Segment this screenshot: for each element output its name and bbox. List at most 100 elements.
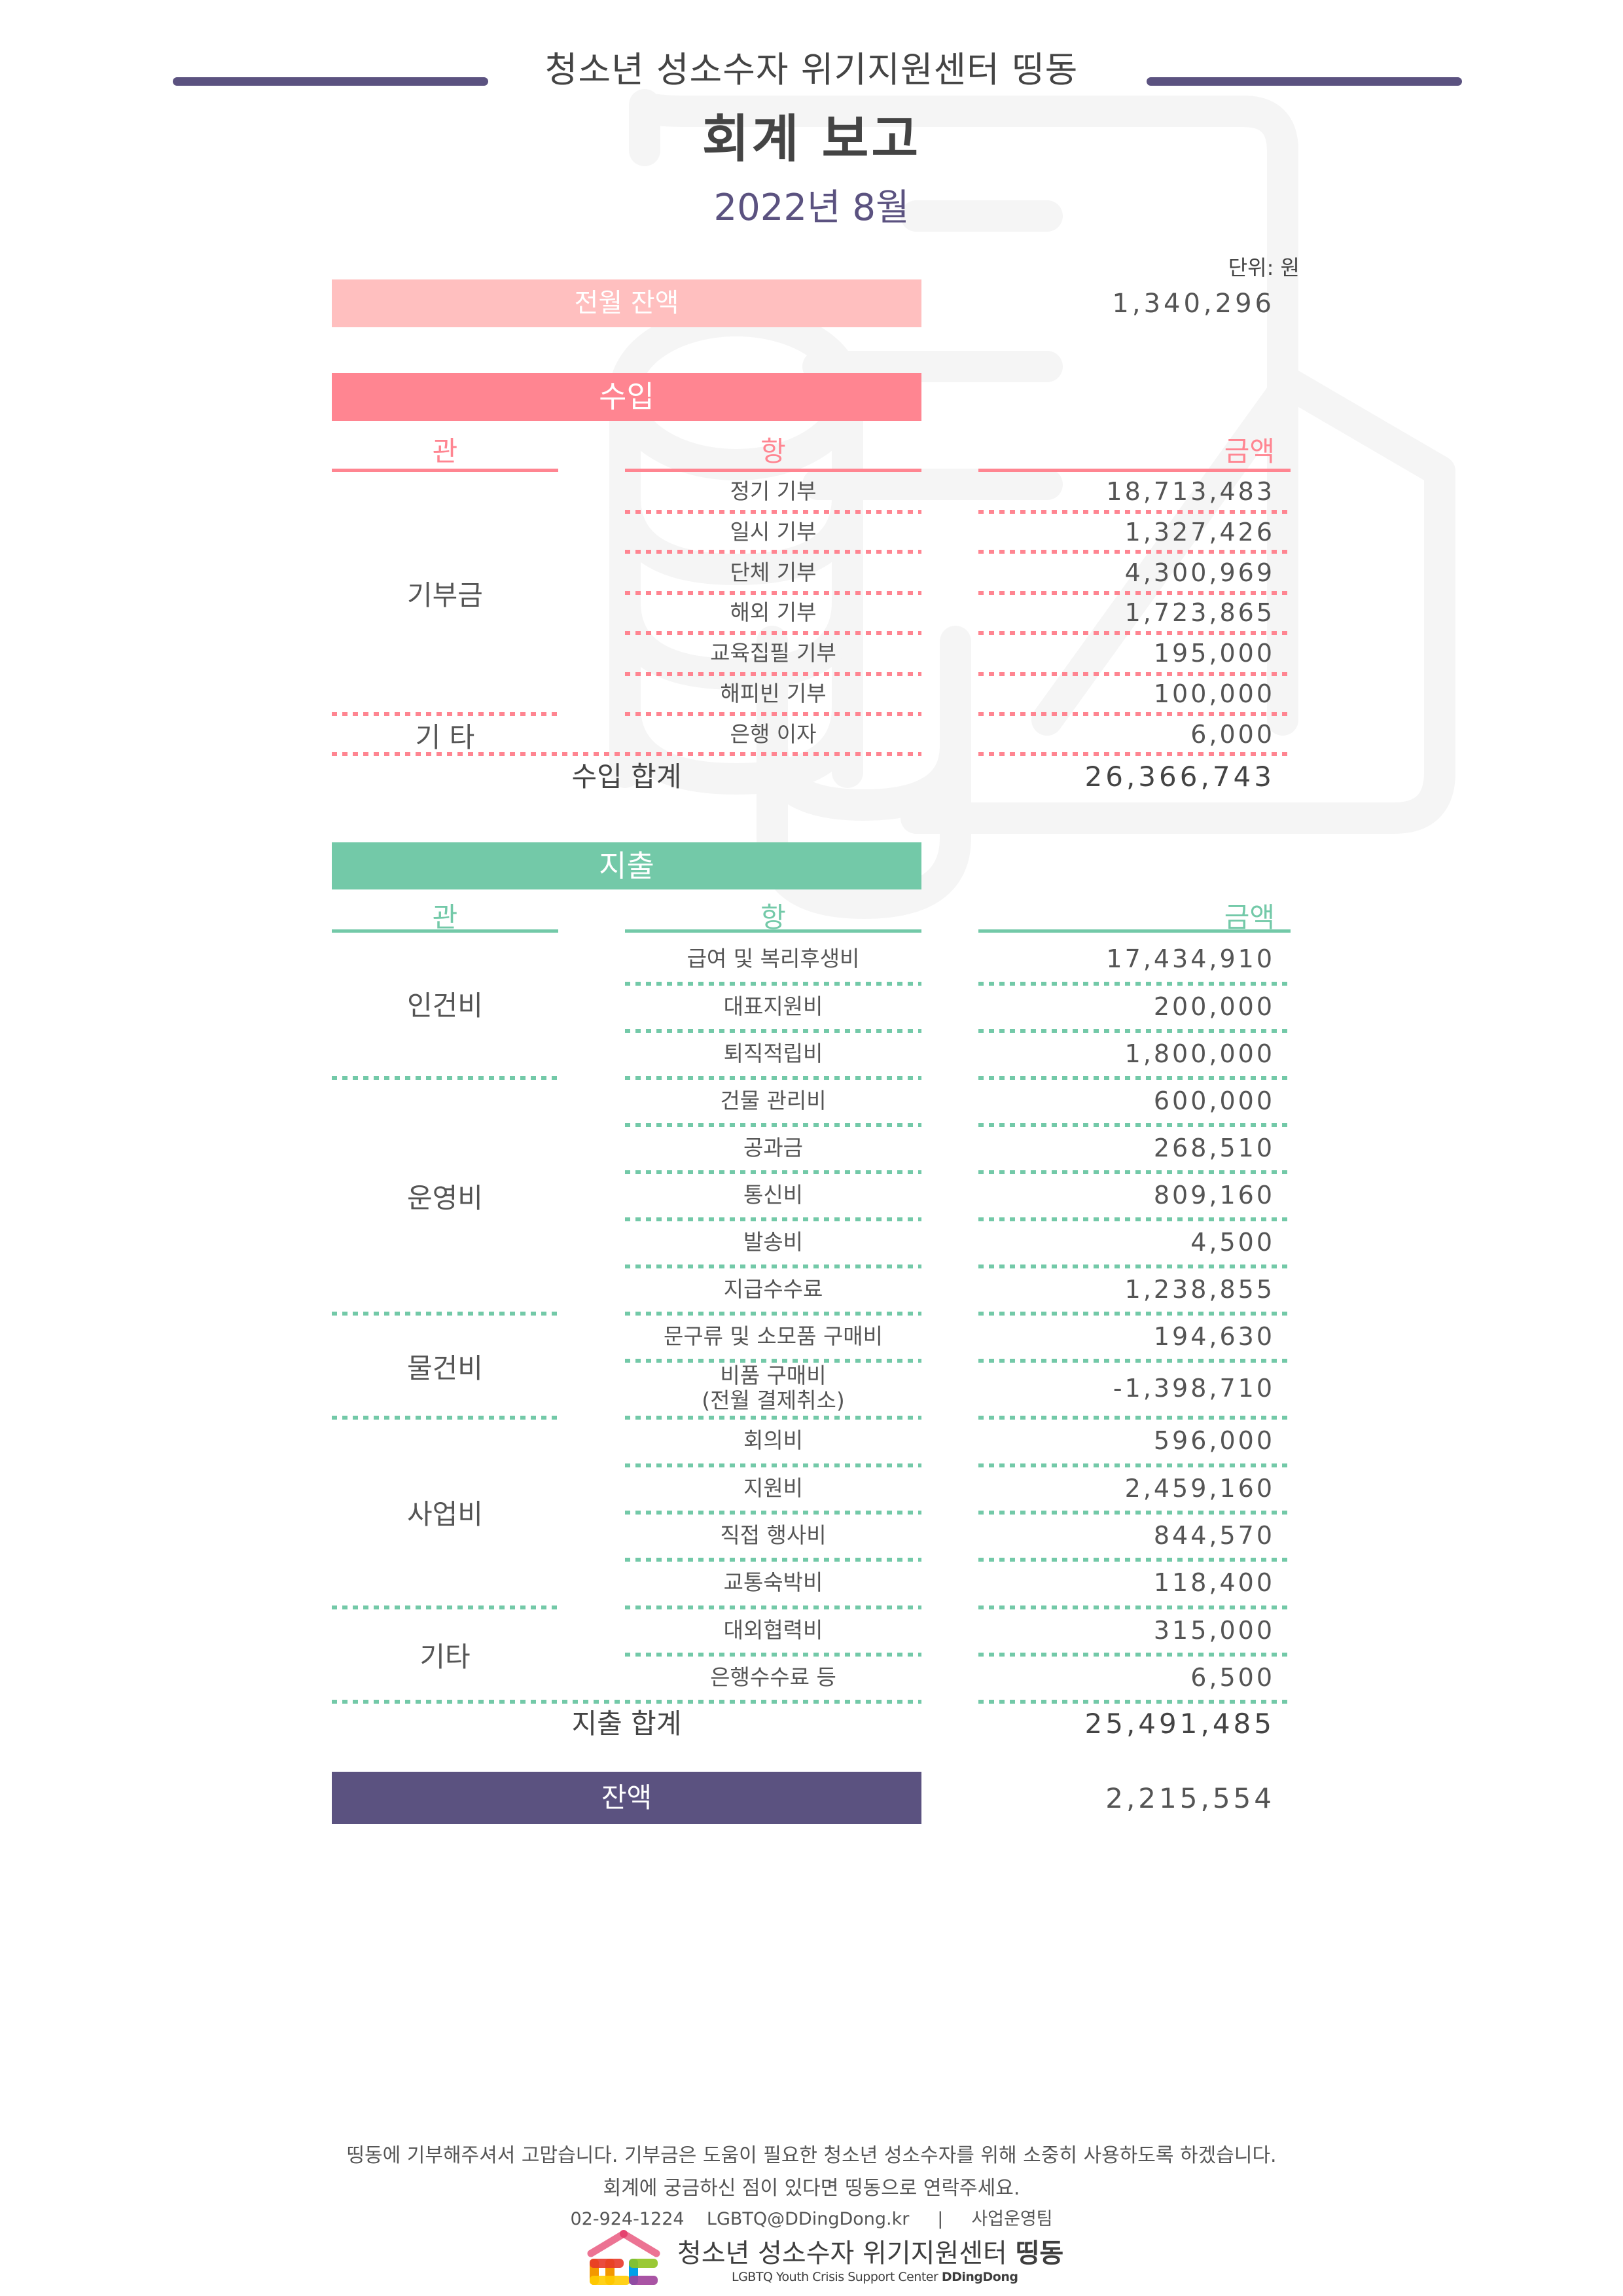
income-item: 은행 이자 [730,721,817,747]
expense-amount: -1,398,710 [1113,1374,1275,1403]
org-name: 청소년 성소수자 위기지원센터 띵동 [544,49,1079,90]
logo-name-en: LGBTQ Youth Crisis Support Center [732,2270,938,2284]
row-divider [625,982,921,986]
income-header-rule [332,469,558,472]
row-divider [625,1170,921,1174]
income-amount: 1,327,426 [1124,518,1275,547]
row-divider [978,510,1291,514]
row-divider [978,1511,1291,1515]
expense-amount: 596,000 [1153,1426,1275,1455]
row-divider [625,1359,921,1363]
row-divider [978,1700,1291,1704]
income-item: 해피빈 기부 [720,681,827,707]
row-divider [625,1511,921,1515]
expense-item: 지급수수료 [723,1276,823,1302]
expense-category: 물건비 [407,1352,483,1384]
previous-balance-amount: 1,340,296 [1112,289,1275,319]
footer-phone: 02-924-1224 [570,2209,685,2229]
income-amount: 6,000 [1190,720,1275,749]
expense-item-note: (전월 결제취소) [702,1388,845,1413]
income-item: 단체 기부 [730,560,817,586]
row-divider [978,1463,1291,1467]
row-divider [978,550,1291,554]
expense-header-rule [332,929,558,933]
expense-amount: 2,459,160 [1124,1474,1275,1503]
row-divider [625,510,921,514]
footer-team: 사업운영팀 [971,2209,1053,2229]
income-item: 정기 기부 [730,478,817,505]
previous-balance-label: 전월 잔액 [574,288,679,318]
row-divider [978,1170,1291,1174]
row-divider [978,982,1291,986]
expense-col-amount: 금액 [1224,901,1275,933]
expense-category-divider [332,1605,558,1609]
income-section-title: 수입 [599,379,654,414]
expense-amount: 200,000 [1153,992,1275,1021]
logo-text-korean: 청소년 성소수자 위기지원센터 띵동 [677,2232,1063,2270]
expense-item: 대표지원비 [723,994,823,1020]
row-divider [978,1359,1291,1363]
expense-amount: 6,500 [1190,1663,1275,1692]
row-divider [978,1217,1291,1221]
row-divider [978,591,1291,595]
row-divider [978,1558,1291,1562]
income-bottom-divider [332,752,921,756]
row-divider [625,712,921,716]
income-header-rule [978,469,1291,472]
row-divider [978,1265,1291,1268]
income-amount: 100,000 [1153,679,1275,708]
logo-name-bold: 띵동 [1015,2238,1064,2269]
expense-section-bar: 지출 [332,842,921,889]
expense-item: 공과금 [743,1135,804,1161]
expense-col-category: 관 [432,901,458,933]
expense-item-name: 비품 구매비 [720,1363,827,1389]
expense-category: 인건비 [407,989,483,1022]
row-divider [625,1653,921,1657]
income-total-amount: 26,366,743 [1084,761,1275,793]
income-col-item: 항 [760,435,786,467]
expense-total-amount: 25,491,485 [1084,1708,1275,1740]
expense-amount: 194,630 [1153,1322,1275,1351]
row-divider [625,631,921,635]
expense-item: 문구류 및 소모품 구매비 [663,1323,883,1350]
expense-item: 대외협력비 [723,1617,823,1643]
row-divider [978,672,1291,676]
ddingdong-logo-icon [587,2230,660,2285]
income-item: 교육집필 기부 [710,640,836,666]
row-divider [625,1029,921,1033]
expense-amount: 4,500 [1190,1228,1275,1257]
income-amount: 1,723,865 [1124,598,1275,627]
row-divider [978,1123,1291,1127]
row-divider [625,1558,921,1562]
expense-total-label: 지출 합계 [571,1708,682,1740]
row-divider [978,1029,1291,1033]
income-amount: 195,000 [1153,639,1275,668]
income-category: 기 타 [415,721,475,753]
expense-category: 사업비 [407,1498,483,1530]
footer-contact-note: 회계에 궁금하신 점이 있다면 띵동으로 연락주세요. [603,2177,1020,2200]
expense-header-rule [625,929,921,933]
expense-amount: 315,000 [1153,1616,1275,1645]
row-divider [625,1076,921,1080]
report-period: 2022년 8월 [713,187,910,229]
row-divider [978,712,1291,716]
income-total-label: 수입 합계 [571,761,682,793]
expense-section-title: 지출 [599,848,654,884]
row-divider [978,631,1291,635]
expense-category: 운영비 [407,1181,483,1214]
row-divider [978,752,1291,756]
income-col-amount: 금액 [1224,435,1275,467]
footer-thanks: 띵동에 기부해주셔서 고맙습니다. 기부금은 도움이 필요한 청소년 성소수자를… [346,2144,1277,2167]
balance-bar: 잔액 [332,1772,921,1824]
balance-amount: 2,215,554 [1105,1782,1275,1814]
row-divider [978,1653,1291,1657]
row-divider [625,1416,921,1420]
footer-separator: | [937,2209,944,2229]
income-header-rule [625,469,921,472]
row-divider [625,591,921,595]
expense-amount: 1,800,000 [1124,1039,1275,1068]
expense-item: 급여 및 복리후생비 [687,946,860,972]
row-divider [625,1312,921,1316]
expense-item: 직접 행사비 [720,1522,827,1549]
expense-item: 지원비 [743,1475,804,1501]
